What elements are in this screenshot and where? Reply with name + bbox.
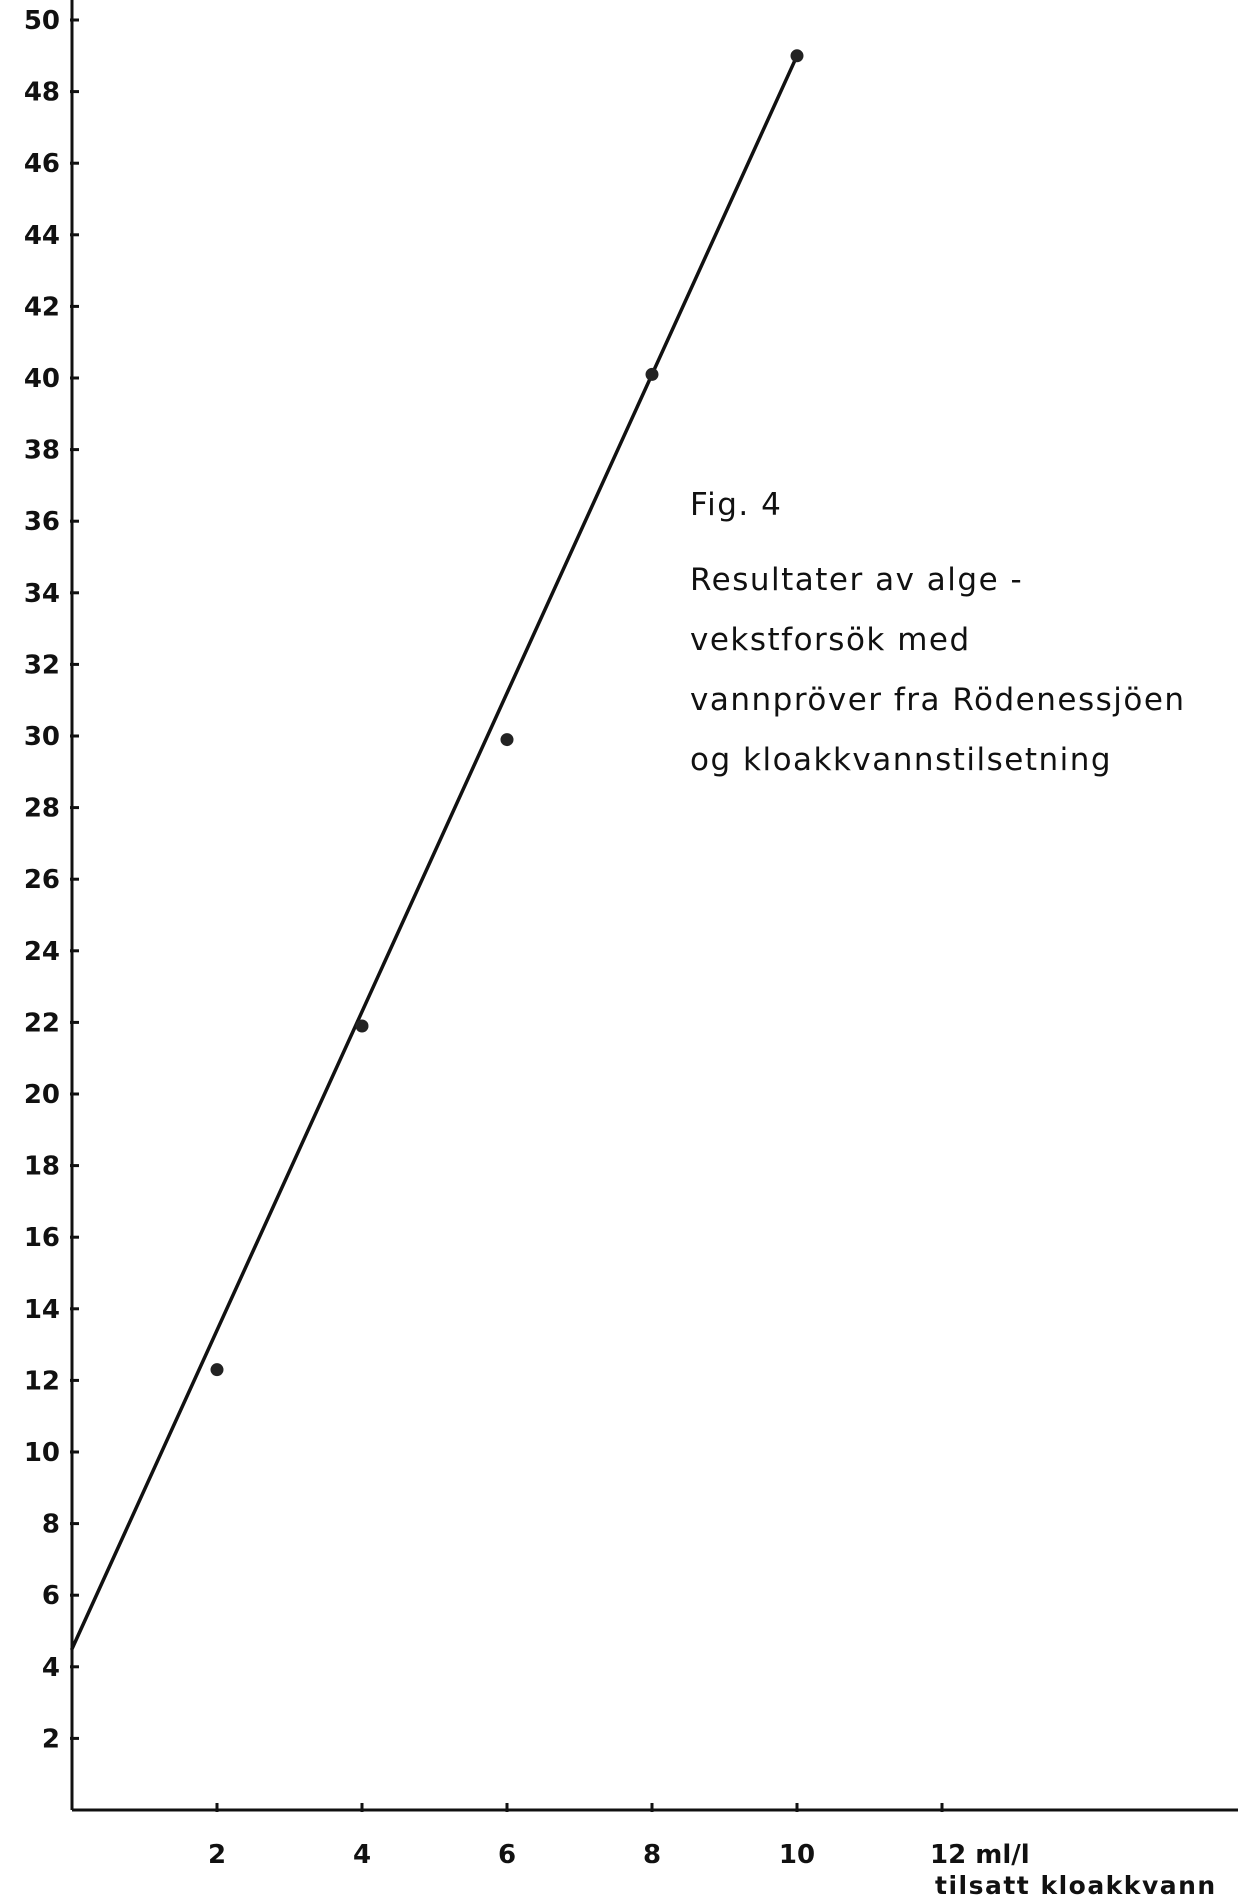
y-tick-label: 32 (24, 650, 60, 680)
y-tick-label: 24 (24, 937, 60, 967)
y-tick-label: 18 (24, 1152, 60, 1182)
y-tick-label: 16 (24, 1223, 60, 1253)
y-tick-label: 22 (24, 1008, 60, 1038)
y-axis-ticks: 2468101214161820222426283032343638404244… (24, 6, 79, 1754)
x-tick-label: 4 (353, 1840, 371, 1870)
figure-caption: Fig. 4 Resultater av alge - vekstforsök … (690, 487, 1186, 778)
y-tick-label: 14 (24, 1295, 60, 1325)
y-tick-label: 2 (42, 1724, 60, 1754)
caption-line-4: vannpröver fra Rödenessjöen (690, 682, 1186, 718)
y-tick-label: 46 (24, 149, 60, 179)
y-tick-label: 42 (24, 292, 60, 322)
y-tick-label: 10 (24, 1438, 60, 1468)
caption-line-2: Resultater av alge - (690, 562, 1023, 598)
y-tick-label: 30 (24, 722, 60, 752)
y-tick-label: 26 (24, 865, 60, 895)
x-axis-label: tilsatt kloakkvann (935, 1871, 1217, 1900)
caption-line-5: og kloakkvannstilsetning (690, 742, 1112, 778)
y-tick-label: 48 (24, 78, 60, 108)
data-point (645, 367, 659, 381)
y-tick-label: 6 (42, 1581, 60, 1611)
data-point (210, 1363, 224, 1377)
data-point (790, 49, 804, 63)
fit-line (70, 54, 799, 1651)
y-tick-label: 4 (42, 1653, 60, 1683)
y-tick-label: 20 (24, 1080, 60, 1110)
data-point (355, 1019, 369, 1033)
y-tick-label: 34 (24, 579, 60, 609)
y-tick-label: 50 (24, 6, 60, 36)
y-tick-label: 12 (24, 1366, 60, 1396)
caption-line-1: Fig. 4 (690, 487, 782, 523)
x-tick-label: 6 (498, 1840, 516, 1870)
x-tick-label: 12 ml/l (930, 1840, 1030, 1870)
axes (70, 0, 1238, 1812)
caption-line-3: vekstforsök med (690, 622, 971, 658)
y-tick-label: 8 (42, 1510, 60, 1540)
x-axis-ticks: 2 4 6 8 10 12 ml/l (208, 1803, 1030, 1870)
y-tick-label: 40 (24, 364, 60, 394)
y-tick-label: 38 (24, 436, 60, 466)
x-tick-label: 8 (643, 1840, 661, 1870)
x-tick-label: 2 (208, 1840, 226, 1870)
data-point (500, 733, 514, 747)
y-tick-label: 28 (24, 794, 60, 824)
fit-line-group (70, 54, 799, 1651)
y-tick-label: 36 (24, 507, 60, 537)
y-tick-label: 44 (24, 221, 60, 251)
x-tick-label: 10 (779, 1840, 815, 1870)
data-points (210, 49, 804, 1377)
